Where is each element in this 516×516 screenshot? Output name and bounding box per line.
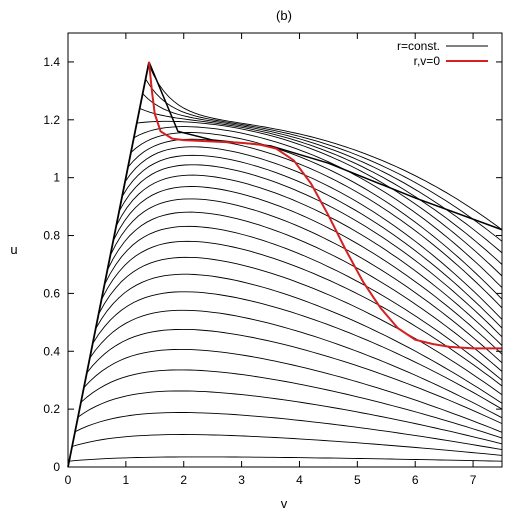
const-r-curve-11 bbox=[115, 174, 503, 346]
const-r-curve-10 bbox=[118, 164, 503, 338]
y-tick-label-3: 0.6 bbox=[43, 286, 60, 300]
const-r-curve-13 bbox=[109, 198, 503, 364]
x-axis-label: v bbox=[281, 496, 288, 511]
legend-label-const: r=const. bbox=[397, 39, 440, 53]
chart-title: (b) bbox=[276, 8, 292, 23]
x-tick-label-6: 6 bbox=[412, 473, 419, 487]
const-r-curve-24 bbox=[77, 390, 503, 445]
upper-envelope bbox=[148, 61, 503, 231]
const-r-curve-16 bbox=[101, 240, 503, 387]
const-r-curve-22 bbox=[83, 348, 503, 433]
y-tick-label-5: 1 bbox=[53, 171, 60, 185]
x-tick-label-0: 0 bbox=[65, 473, 72, 487]
x-tick-label-2: 2 bbox=[180, 473, 187, 487]
const-r-curve-20 bbox=[89, 309, 503, 419]
y-axis-ticks: 0 0.2 0.4 0.6 0.8 1 1.2 1.4 bbox=[43, 55, 502, 474]
const-r-curve-21 bbox=[86, 328, 503, 425]
rising-envelope bbox=[67, 61, 150, 468]
const-r-curve-12 bbox=[112, 186, 503, 355]
y-tick-label-6: 1.2 bbox=[43, 113, 60, 127]
const-r-curve-4 bbox=[136, 120, 503, 277]
rv-zero-line bbox=[148, 61, 502, 350]
constant-r-curves bbox=[67, 61, 503, 468]
legend-label-rv: r,v=0 bbox=[414, 54, 441, 68]
const-r-curve-14 bbox=[106, 211, 503, 372]
y-tick-label-4: 0.8 bbox=[43, 229, 60, 243]
x-tick-label-5: 5 bbox=[354, 473, 361, 487]
const-r-curve-3 bbox=[139, 107, 503, 265]
y-tick-label-1: 0.2 bbox=[43, 402, 60, 416]
const-r-curve-17 bbox=[98, 256, 503, 396]
const-r-curve-23 bbox=[80, 369, 503, 439]
const-r-curve-7 bbox=[127, 138, 503, 309]
x-tick-label-3: 3 bbox=[238, 473, 245, 487]
const-r-curve-2 bbox=[142, 93, 503, 254]
y-tick-label-2: 0.4 bbox=[43, 344, 60, 358]
legend: r=const. r,v=0 bbox=[397, 39, 488, 68]
plot-frame bbox=[67, 32, 503, 468]
y-axis-label: u bbox=[10, 242, 17, 257]
const-r-curve-0 bbox=[148, 64, 503, 231]
const-r-curve-18 bbox=[95, 273, 503, 404]
const-r-curve-27 bbox=[69, 456, 503, 462]
y-tick-label-0: 0 bbox=[53, 460, 60, 474]
x-axis-ticks: 0 1 2 3 4 5 6 7 bbox=[65, 33, 477, 487]
const-r-curve-5 bbox=[133, 126, 503, 288]
const-r-curve-6 bbox=[130, 132, 503, 300]
const-r-curve-25 bbox=[74, 412, 503, 451]
const-r-curve-19 bbox=[92, 291, 503, 410]
const-r-curve-1 bbox=[145, 78, 503, 242]
x-tick-label-1: 1 bbox=[123, 473, 130, 487]
const-r-curve-26 bbox=[71, 434, 503, 456]
rv-zero-curve bbox=[148, 61, 502, 350]
y-tick-label-7: 1.4 bbox=[43, 55, 60, 69]
x-tick-label-4: 4 bbox=[296, 473, 303, 487]
const-r-curve-8 bbox=[124, 146, 503, 320]
const-r-curve-15 bbox=[104, 225, 503, 381]
x-tick-label-7: 7 bbox=[470, 473, 477, 487]
